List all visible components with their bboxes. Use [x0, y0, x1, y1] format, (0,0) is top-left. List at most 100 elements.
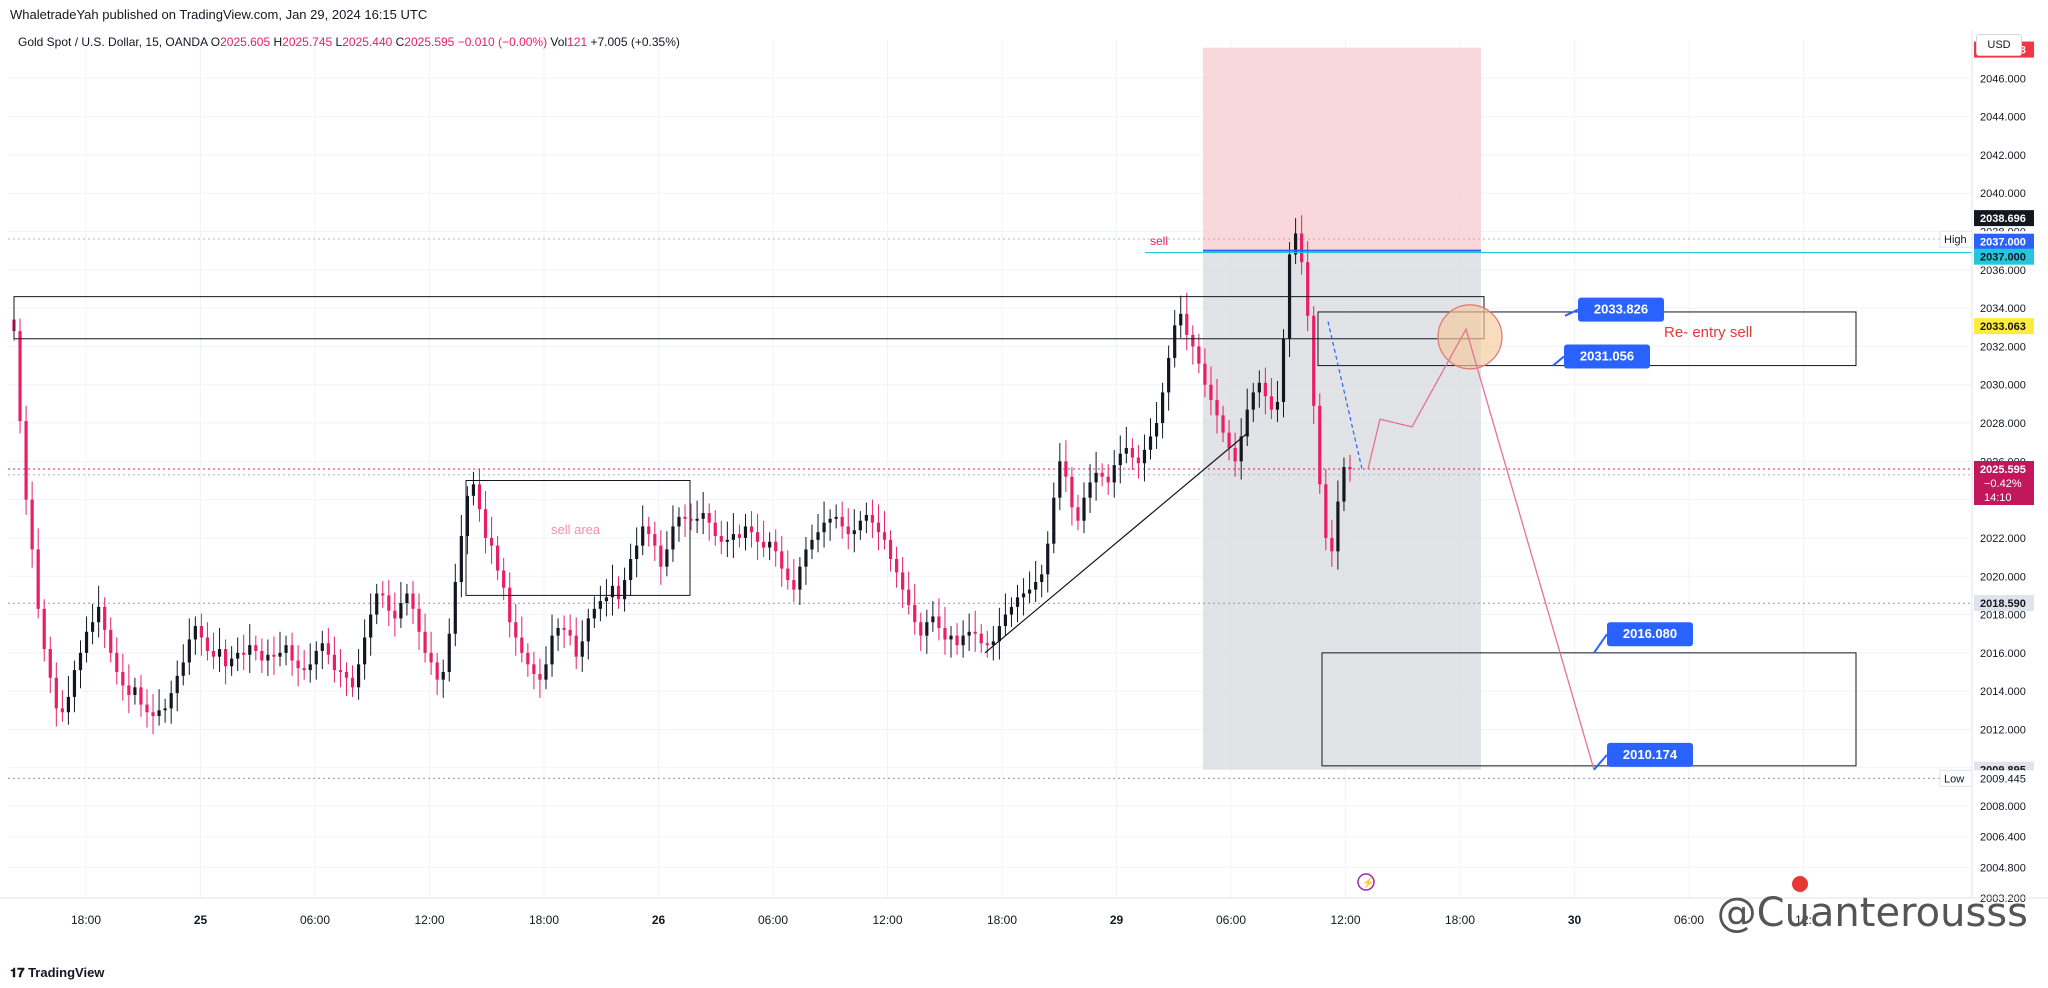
candle-body — [1046, 543, 1050, 575]
candle-body — [314, 650, 318, 665]
candle-body — [363, 637, 367, 665]
candle-body — [919, 622, 923, 636]
dashed-projection — [1327, 321, 1363, 470]
candle-body — [768, 541, 772, 548]
candle-body — [997, 626, 1001, 642]
candle-body — [888, 539, 893, 560]
candle-body — [115, 652, 119, 673]
flag-icon[interactable] — [1792, 876, 1808, 892]
price-axis[interactable]: 2046.0002044.0002042.0002040.0002038.000… — [1939, 30, 2048, 905]
time-tick-label: 29 — [1110, 913, 1124, 927]
candle-body — [1191, 334, 1195, 347]
candle-body — [1034, 581, 1038, 590]
callout-pointer — [1593, 754, 1608, 771]
candle-body — [828, 518, 832, 523]
candle-body — [1160, 392, 1165, 424]
callout-box — [1607, 622, 1693, 647]
candle-body — [429, 652, 433, 663]
candle-body — [822, 522, 826, 533]
candle-body — [332, 654, 336, 671]
candle-body — [1245, 409, 1249, 437]
price-tick-label: 2022.000 — [1980, 533, 2026, 545]
candle-body — [616, 585, 621, 600]
candle-body — [755, 532, 760, 542]
candle-body — [1009, 606, 1014, 615]
candle-body — [925, 622, 929, 636]
candle-body — [1070, 476, 1074, 508]
candle-body — [248, 645, 252, 655]
candle-body — [1112, 465, 1116, 483]
candle-body — [1221, 415, 1225, 433]
candle-body — [296, 660, 300, 669]
time-tick-label: 25 — [194, 913, 208, 927]
candle-body — [907, 589, 911, 605]
price-label-value: 2037.000 — [1980, 252, 2026, 264]
callout-box — [1564, 344, 1650, 369]
price-tick-label: 2044.000 — [1980, 112, 2026, 124]
candle-body — [538, 673, 542, 680]
candle-body — [592, 608, 596, 619]
sell-area-label: sell area — [551, 522, 601, 537]
candle-body — [629, 559, 633, 581]
candle-body — [876, 522, 881, 533]
price-tick-label: 2034.000 — [1980, 303, 2026, 315]
candle-body — [18, 331, 22, 422]
candle-body — [242, 652, 246, 655]
candle-body — [145, 704, 149, 713]
candle-body — [60, 708, 64, 713]
candle-body — [677, 516, 681, 527]
candle-body — [453, 581, 457, 634]
candle-body — [72, 670, 77, 697]
price-prefix-box — [1939, 769, 1973, 787]
candle-body — [1052, 497, 1056, 544]
candle-body — [78, 652, 83, 671]
tradingview-logo[interactable]: 𝟏𝟕 TradingView — [10, 958, 104, 988]
publisher-text: WhaletradeYah published on TradingView.c… — [10, 7, 428, 22]
time-axis[interactable]: 18:00 25 06:00 12:00 18:00 26 06:00 12:00 18:00 2… — [0, 873, 2048, 927]
time-tick-label: 30 — [1568, 913, 1582, 927]
lightning-icon[interactable] — [1357, 873, 1375, 891]
position-zones — [8, 47, 1972, 779]
candle-body — [103, 606, 107, 630]
price-tick-label: 2030.000 — [1980, 380, 2026, 392]
candle-body — [526, 652, 530, 665]
candle-body — [707, 513, 711, 523]
time-tick-label: 12:00 — [414, 913, 444, 927]
candle-body — [375, 593, 379, 615]
candle-body — [356, 664, 361, 688]
price-label-box — [1974, 210, 2034, 227]
candle-body — [1269, 396, 1274, 410]
tv-logo-icon: 𝟏𝟕 — [10, 965, 29, 980]
drawings: sell sell area Re- entry sell 2033.826 2031.… — [13, 234, 1972, 771]
candle-body — [121, 672, 125, 686]
candle-body — [991, 641, 995, 646]
candle-body — [151, 712, 155, 717]
callout-pointer — [1552, 355, 1565, 367]
price-tick-label: 2006.400 — [1980, 832, 2026, 844]
candle-body — [786, 568, 790, 581]
time-tick-label: 06:00 — [300, 913, 330, 927]
chart-area[interactable]: sell sell area Re- entry sell 2033.826 2031.… — [0, 30, 2048, 958]
candle-body — [580, 641, 584, 657]
trend-line — [984, 432, 1249, 654]
candle-body — [459, 536, 463, 582]
candle-body — [302, 668, 306, 671]
currency-button[interactable]: USD — [1976, 34, 2022, 56]
price-label-value: 2038.696 — [1980, 213, 2026, 225]
candle-body — [544, 664, 548, 680]
candle-body — [169, 693, 173, 709]
candle-body — [465, 495, 469, 537]
candle-body — [568, 629, 572, 636]
candle-body — [520, 637, 524, 653]
candle-body — [223, 649, 228, 667]
candle-body — [211, 650, 216, 657]
candle-body — [236, 652, 240, 659]
candle-body — [441, 672, 445, 680]
candle-body — [931, 616, 935, 623]
candle-body — [163, 708, 167, 711]
price-tick-label: 2004.800 — [1980, 862, 2026, 874]
candle-body — [1094, 472, 1098, 483]
price-tick-label: 2032.000 — [1980, 341, 2026, 353]
candle-body — [1300, 233, 1304, 263]
candle-body — [1257, 382, 1261, 393]
